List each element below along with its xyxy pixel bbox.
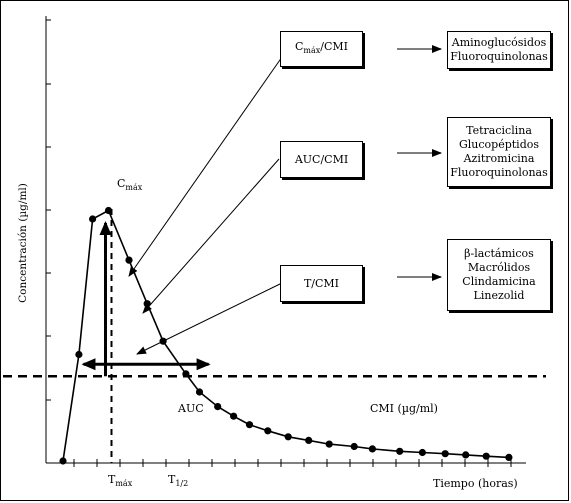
thalf-label: T1/2 (168, 473, 189, 488)
curve-point (75, 350, 83, 359)
y-axis-label: Concentración (µg/ml) (17, 183, 29, 303)
concentration-curve (62, 209, 509, 462)
cmax-cmi-connector (128, 56, 283, 277)
drug-group-2: Tetraciclina Glucopéptidos Azitromicina … (447, 117, 551, 187)
curve-point (368, 445, 376, 453)
curve-point (305, 436, 313, 444)
drug-group-1: Aminoglucósidos Fluoroquinolonas (447, 31, 551, 69)
t-cmi-connector (136, 282, 283, 355)
curve-point (325, 440, 333, 448)
curve-point (143, 300, 151, 308)
t-cmi-box: T/CMI (280, 265, 363, 302)
curve-point (125, 256, 133, 264)
curve-point (182, 370, 190, 378)
curve-point (264, 427, 272, 435)
curve-point (284, 433, 292, 441)
curve-point (214, 403, 222, 411)
curve-point (396, 447, 404, 455)
curve-point (350, 442, 358, 451)
curve-point (441, 450, 449, 458)
curve-point (505, 453, 513, 461)
curve-point (245, 421, 254, 429)
curve-point (89, 215, 97, 223)
curve-point (462, 451, 470, 459)
curve-point (418, 448, 426, 457)
curve-point (195, 388, 204, 396)
cmax-peak-label: Cmáx (117, 177, 143, 192)
cmi-label: CMI (µg/ml) (370, 402, 438, 415)
curve-point (230, 412, 238, 420)
curve-point (59, 457, 67, 465)
curve-point (104, 206, 113, 215)
auc-cmi-connector (142, 158, 280, 314)
tmax-label: Tmáx (108, 473, 133, 488)
drug-group-3: β-lactámicos Macrólidos Clindamicina Lin… (447, 239, 551, 311)
auc-cmi-box: AUC/CMI (280, 141, 363, 178)
cmax-cmi-box: Cmáx/CMI (280, 31, 363, 67)
curve-point (482, 452, 490, 460)
auc-label: AUC (178, 402, 204, 415)
x-axis-label: Tiempo (horas) (433, 477, 518, 490)
